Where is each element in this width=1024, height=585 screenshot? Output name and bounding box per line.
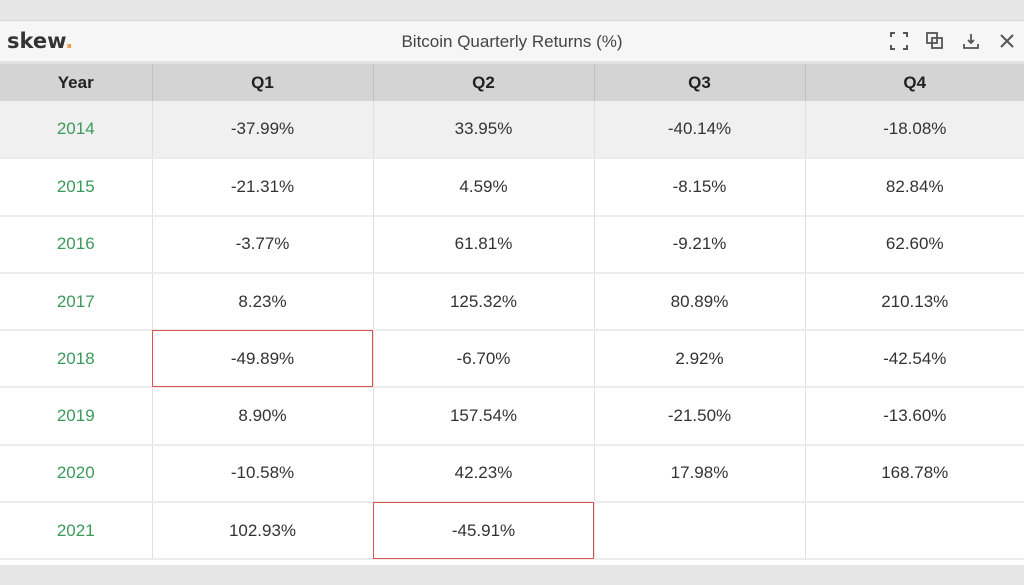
- year-cell[interactable]: 2016: [0, 215, 152, 274]
- year-cell[interactable]: 2019: [0, 387, 152, 446]
- year-cell[interactable]: 2020: [0, 444, 152, 504]
- logo: skew.: [7, 29, 73, 53]
- return-cell[interactable]: 210.13%: [804, 272, 1024, 332]
- returns-table: Year Q1 Q2 Q3 Q4 2014 -37.99% 33.95% -40.14% -18…: [0, 64, 1024, 561]
- return-cell[interactable]: -18.08%: [804, 101, 1024, 160]
- return-cell[interactable]: -21.50%: [593, 387, 805, 446]
- table-row[interactable]: 2016 -3.77% 61.81% -9.21% 62.60%: [0, 215, 1024, 274]
- table-row[interactable]: 2020 -10.58% 42.23% 17.98% 168.78%: [0, 444, 1024, 504]
- return-cell[interactable]: 8.23%: [151, 272, 373, 332]
- year-cell[interactable]: 2015: [0, 158, 152, 217]
- year-cell[interactable]: 2021: [0, 502, 152, 561]
- column-header-year[interactable]: Year: [0, 64, 152, 101]
- return-cell[interactable]: [593, 502, 805, 561]
- return-cell[interactable]: 157.54%: [372, 387, 594, 446]
- return-cell[interactable]: -45.91%: [372, 502, 594, 561]
- column-header-q1[interactable]: Q1: [151, 64, 373, 101]
- return-cell[interactable]: -37.99%: [151, 101, 373, 160]
- widget-panel: skew. Bitcoin Quarterly Returns (%) Year…: [0, 20, 1024, 565]
- return-cell[interactable]: -9.21%: [593, 215, 805, 274]
- download-icon[interactable]: [960, 30, 982, 52]
- widget-title: Bitcoin Quarterly Returns (%): [401, 32, 623, 51]
- return-cell[interactable]: 42.23%: [372, 444, 594, 504]
- table-row[interactable]: 2019 8.90% 157.54% -21.50% -13.60%: [0, 387, 1024, 446]
- return-cell[interactable]: -21.31%: [151, 158, 373, 217]
- table-row[interactable]: 2015 -21.31% 4.59% -8.15% 82.84%: [0, 158, 1024, 217]
- return-cell[interactable]: -3.77%: [151, 215, 373, 274]
- close-icon[interactable]: [996, 30, 1018, 52]
- return-cell[interactable]: -42.54%: [804, 330, 1024, 389]
- return-cell[interactable]: 102.93%: [151, 502, 373, 561]
- return-cell[interactable]: 4.59%: [372, 158, 594, 217]
- return-cell[interactable]: 82.84%: [804, 158, 1024, 217]
- return-cell[interactable]: 2.92%: [593, 330, 805, 389]
- return-cell[interactable]: [804, 502, 1024, 561]
- table-row[interactable]: 2014 -37.99% 33.95% -40.14% -18.08%: [0, 101, 1024, 160]
- column-header-q2[interactable]: Q2: [372, 64, 594, 101]
- year-cell[interactable]: 2014: [0, 101, 152, 160]
- header-row: Year Q1 Q2 Q3 Q4: [0, 64, 1024, 101]
- return-cell[interactable]: -10.58%: [151, 444, 373, 504]
- table-row[interactable]: 2017 8.23% 125.32% 80.89% 210.13%: [0, 272, 1024, 332]
- logo-dot: .: [65, 29, 74, 53]
- duplicate-icon[interactable]: [924, 30, 946, 52]
- table-row[interactable]: 2021 102.93% -45.91%: [0, 502, 1024, 561]
- return-cell[interactable]: 8.90%: [151, 387, 373, 446]
- return-cell[interactable]: -8.15%: [593, 158, 805, 217]
- return-cell[interactable]: -6.70%: [372, 330, 594, 389]
- return-cell[interactable]: 17.98%: [593, 444, 805, 504]
- title-bar: skew. Bitcoin Quarterly Returns (%): [0, 21, 1024, 64]
- year-cell[interactable]: 2017: [0, 272, 152, 332]
- column-header-q3[interactable]: Q3: [593, 64, 805, 101]
- return-cell[interactable]: 80.89%: [593, 272, 805, 332]
- column-header-q4[interactable]: Q4: [804, 64, 1024, 101]
- return-cell[interactable]: 33.95%: [372, 101, 594, 160]
- table-row[interactable]: 2018 -49.89% -6.70% 2.92% -42.54%: [0, 330, 1024, 389]
- return-cell[interactable]: 61.81%: [372, 215, 594, 274]
- return-cell[interactable]: -40.14%: [593, 101, 805, 160]
- return-cell[interactable]: 125.32%: [372, 272, 594, 332]
- return-cell[interactable]: 168.78%: [804, 444, 1024, 504]
- return-cell[interactable]: 62.60%: [804, 215, 1024, 274]
- return-cell[interactable]: -13.60%: [804, 387, 1024, 446]
- fullscreen-icon[interactable]: [888, 30, 910, 52]
- return-cell[interactable]: -49.89%: [151, 330, 373, 389]
- logo-text: skew: [7, 29, 66, 53]
- year-cell[interactable]: 2018: [0, 330, 152, 389]
